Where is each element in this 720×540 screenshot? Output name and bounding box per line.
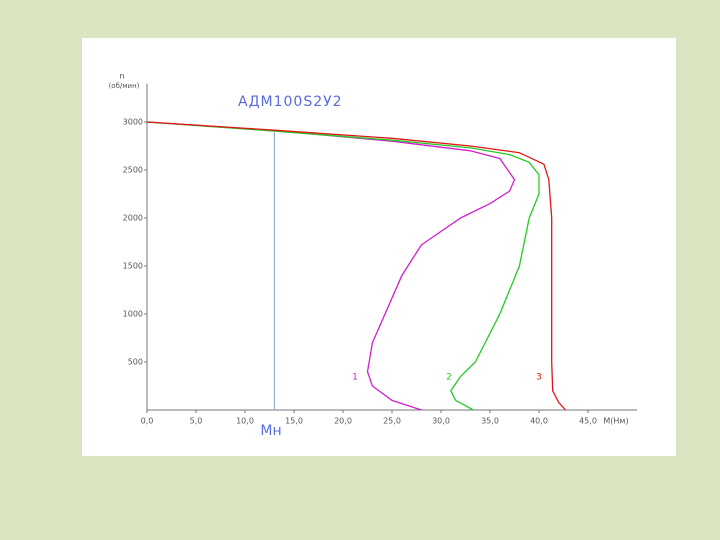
y-tick-label: 500 <box>128 358 143 367</box>
x-axis-label: M(Нм) <box>603 417 628 426</box>
y-axis-label: n <box>119 72 124 81</box>
chart-title: АДМ100S2У2 <box>238 94 343 110</box>
x-tick-label: 40,0 <box>530 417 548 426</box>
series-label: 3 <box>536 373 542 383</box>
y-tick-label: 2500 <box>123 166 143 175</box>
x-tick-label: 30,0 <box>432 417 450 426</box>
x-tick-label: 45,0 <box>579 417 597 426</box>
x-tick-label: 20,0 <box>334 417 352 426</box>
y-tick-label: 1000 <box>123 310 143 319</box>
series-line <box>146 121 540 411</box>
x-tick-label: 35,0 <box>481 417 499 426</box>
x-tick-label: 15,0 <box>285 417 303 426</box>
x-tick-label: 5,0 <box>190 417 203 426</box>
series-label: 1 <box>352 373 358 383</box>
x-tick-label: 0,0 <box>141 417 154 426</box>
series-label: 2 <box>446 373 452 383</box>
rated-torque-label: Мн <box>260 423 281 439</box>
y-axis-unit: (об/мин) <box>109 82 140 90</box>
series-line <box>146 121 566 411</box>
x-tick-label: 25,0 <box>383 417 401 426</box>
y-tick-label: 1500 <box>123 262 143 271</box>
x-tick-label: 10,0 <box>236 417 254 426</box>
y-tick-label: 3000 <box>123 118 143 127</box>
chart-panel <box>82 38 676 456</box>
y-tick-label: 2000 <box>123 214 143 223</box>
series-line <box>146 121 516 411</box>
